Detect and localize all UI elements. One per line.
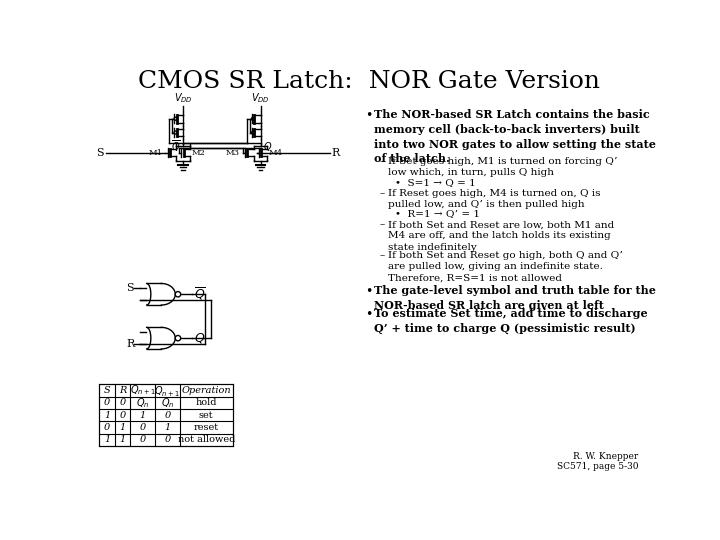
Text: 0: 0 [104,423,110,432]
Text: set: set [199,410,214,420]
Text: If Set goes high, M1 is turned on forcing Q’
low which, in turn, pulls Q high: If Set goes high, M1 is turned on forcin… [388,157,618,177]
Text: •  R=1 → Q’ = 1: • R=1 → Q’ = 1 [395,210,480,219]
Text: The gate-level symbol and truth table for the
NOR-based SR latch are given at le: The gate-level symbol and truth table fo… [374,285,655,310]
Text: R: R [119,386,126,395]
Text: $Q$: $Q$ [263,140,272,153]
Text: •: • [365,308,372,321]
Text: 1: 1 [120,435,126,444]
Text: $\overline{Q_{n+1}}$: $\overline{Q_{n+1}}$ [154,382,181,399]
Text: •: • [365,110,372,123]
Text: 0: 0 [164,435,171,444]
Text: Operation: Operation [181,386,231,395]
Text: R: R [332,147,340,158]
Text: M1: M1 [148,148,162,157]
Text: $V_{DD}$: $V_{DD}$ [174,91,192,105]
Text: 1: 1 [120,423,126,432]
Text: 0: 0 [120,399,126,407]
Text: To estimate Set time, add time to discharge
Q’ + time to charge Q (pessimistic r: To estimate Set time, add time to discha… [374,308,647,334]
Text: hold: hold [196,399,217,407]
Text: •: • [365,285,372,298]
Text: $\overline{Q}$: $\overline{Q}$ [171,139,181,154]
Text: M3: M3 [225,148,240,157]
Text: –: – [379,220,384,230]
Text: S: S [104,386,110,395]
Text: 1: 1 [164,423,171,432]
Text: $V_{DD}$: $V_{DD}$ [251,91,270,105]
Text: not allowed: not allowed [178,435,235,444]
Text: The NOR-based SR Latch contains the basic
memory cell (back-to-back inverters) b: The NOR-based SR Latch contains the basi… [374,110,655,164]
Text: R: R [126,339,134,349]
Text: $Q_n$: $Q_n$ [161,396,174,410]
Text: 0: 0 [140,435,146,444]
Text: –: – [379,189,384,198]
Text: 0: 0 [120,410,126,420]
Text: 1: 1 [104,410,110,420]
Text: M2: M2 [192,148,205,157]
Text: CMOS SR Latch:  NOR Gate Version: CMOS SR Latch: NOR Gate Version [138,70,600,93]
Text: If both Set and Reset are low, both M1 and
M4 are off, and the latch holds its e: If both Set and Reset are low, both M1 a… [388,220,615,252]
Text: R. W. Knepper
SC571, page 5-30: R. W. Knepper SC571, page 5-30 [557,452,639,471]
Text: S: S [96,147,104,158]
Text: S: S [127,283,134,293]
Text: 1: 1 [104,435,110,444]
Text: 0: 0 [164,410,171,420]
Text: $Q_{n+1}$: $Q_{n+1}$ [130,383,156,397]
Text: $Q_n$: $Q_n$ [136,396,150,410]
Text: 1: 1 [140,410,146,420]
Text: •  S=1 → Q = 1: • S=1 → Q = 1 [395,178,475,187]
Text: If both Set and Reset go high, both Q and Q’
are pulled low, giving an indefinit: If both Set and Reset go high, both Q an… [388,251,624,282]
Text: –: – [379,157,384,166]
Text: reset: reset [194,423,219,432]
Text: 0: 0 [140,423,146,432]
Text: $Q$: $Q$ [194,331,205,345]
Text: –: – [379,251,384,260]
Text: $\overline{Q}$: $\overline{Q}$ [194,286,206,302]
Bar [99,384,233,446]
Text: M4: M4 [269,148,283,157]
Text: If Reset goes high, M4 is turned on, Q is
pulled low, and Q’ is then pulled high: If Reset goes high, M4 is turned on, Q i… [388,189,601,209]
Text: 0: 0 [104,399,110,407]
